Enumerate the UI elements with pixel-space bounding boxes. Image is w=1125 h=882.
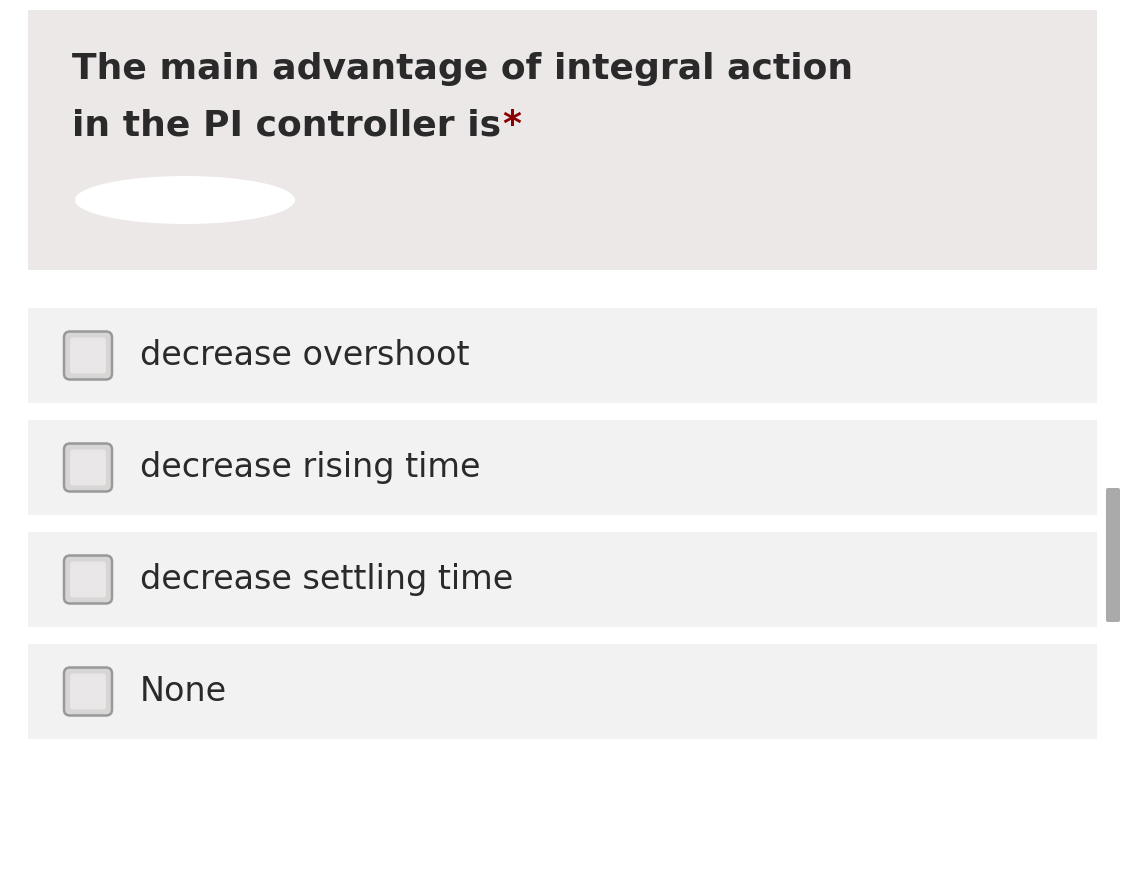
FancyBboxPatch shape <box>70 338 106 373</box>
FancyBboxPatch shape <box>70 562 106 597</box>
Ellipse shape <box>75 176 295 224</box>
FancyBboxPatch shape <box>28 644 1097 739</box>
FancyBboxPatch shape <box>64 668 112 715</box>
Text: decrease settling time: decrease settling time <box>140 563 513 596</box>
FancyBboxPatch shape <box>1106 488 1120 622</box>
FancyBboxPatch shape <box>64 556 112 603</box>
Text: The main advantage of integral action: The main advantage of integral action <box>72 52 853 86</box>
FancyBboxPatch shape <box>64 444 112 491</box>
FancyBboxPatch shape <box>70 450 106 485</box>
Text: *: * <box>502 108 521 142</box>
FancyBboxPatch shape <box>64 332 112 379</box>
FancyBboxPatch shape <box>28 420 1097 515</box>
Text: decrease rising time: decrease rising time <box>140 451 480 484</box>
Text: None: None <box>140 675 227 708</box>
FancyBboxPatch shape <box>28 10 1097 270</box>
FancyBboxPatch shape <box>28 308 1097 403</box>
FancyBboxPatch shape <box>70 674 106 709</box>
Text: in the PI controller is: in the PI controller is <box>72 108 501 142</box>
FancyBboxPatch shape <box>28 532 1097 627</box>
Text: decrease overshoot: decrease overshoot <box>140 339 469 372</box>
